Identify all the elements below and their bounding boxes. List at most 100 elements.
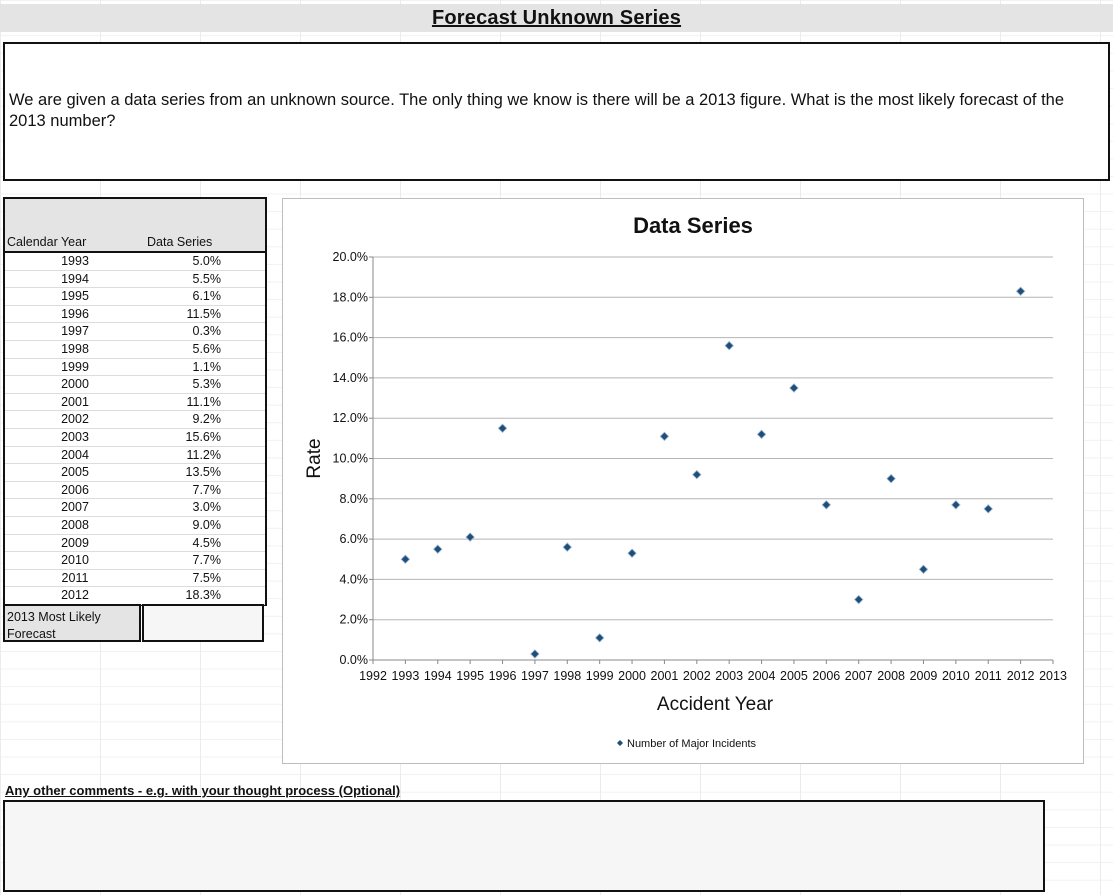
row-value: 11.1% [186, 394, 221, 409]
y-tick-label: 0.0% [340, 653, 369, 667]
row-year: 2012 [61, 588, 89, 603]
table-row[interactable]: 2006 7.7% [5, 482, 265, 500]
row-value: 3.0% [192, 500, 222, 515]
row-year: 2008 [61, 517, 89, 532]
data-point [465, 532, 475, 542]
table-row[interactable]: 2011 7.5% [5, 570, 265, 588]
header-data-series: Data Series [147, 235, 213, 249]
table-row[interactable]: 1998 5.6% [5, 341, 265, 359]
table-row[interactable]: 2007 3.0% [5, 499, 265, 517]
data-point [594, 633, 605, 643]
row-year: 1998 [61, 341, 89, 356]
table-row[interactable]: 1997 0.3% [5, 323, 265, 341]
table-row[interactable]: 2012 18.3% [5, 587, 265, 605]
data-point [432, 544, 443, 554]
question-box: We are given a data series from an unkno… [3, 42, 1110, 181]
row-value: 13.5% [185, 465, 221, 480]
y-tick-label: 4.0% [340, 572, 369, 586]
row-value: 7.5% [192, 570, 222, 585]
data-point [853, 594, 864, 605]
y-tick-label: 20.0% [333, 250, 368, 264]
chart-title: Data Series [633, 213, 753, 238]
x-tick-label: 2005 [780, 669, 808, 683]
x-tick-label: 2013 [1039, 669, 1067, 683]
row-year: 1994 [61, 271, 89, 286]
x-tick-label: 2009 [910, 669, 938, 683]
table-row[interactable]: 1996 11.5% [5, 306, 265, 324]
row-year: 2010 [61, 553, 89, 568]
row-year: 1995 [61, 289, 89, 304]
y-tick-label: 14.0% [333, 371, 368, 385]
row-value: 5.6% [192, 341, 222, 356]
table-row[interactable]: 2005 13.5% [5, 464, 265, 482]
row-value: 6.1% [192, 289, 222, 304]
forecast-input-cell[interactable] [142, 604, 264, 642]
row-value: 18.3% [185, 588, 221, 603]
data-point [400, 554, 411, 565]
data-point [983, 504, 994, 514]
row-year: 1997 [61, 324, 89, 339]
x-tick-label: 1993 [391, 669, 419, 683]
comments-label: Any other comments - e.g. with your thou… [5, 783, 401, 798]
x-tick-label: 1999 [586, 669, 614, 683]
y-tick-label: 6.0% [340, 532, 369, 546]
x-tick-label: 2011 [975, 669, 1002, 683]
question-text: We are given a data series from an unkno… [9, 91, 1065, 130]
x-tick-label: 1995 [456, 669, 484, 683]
legend-marker [617, 740, 623, 746]
row-value: 7.7% [192, 553, 222, 568]
table-row[interactable]: 2001 11.1% [5, 394, 265, 412]
row-value: 9.2% [192, 412, 222, 427]
chart-frame[interactable]: Data Series 0.0% 2.0% 4.0% 6.0% 8.0% 10.0% 12.0… [282, 198, 1084, 764]
row-value: 9.0% [192, 517, 222, 532]
row-year: 1993 [61, 254, 89, 268]
y-tick-label: 2.0% [340, 613, 369, 627]
x-tick-label: 1996 [489, 669, 517, 683]
row-value: 15.6% [185, 429, 221, 444]
table-row[interactable]: 2003 15.6% [5, 429, 265, 447]
row-value: 5.3% [192, 377, 222, 392]
table-row[interactable]: 2008 9.0% [5, 517, 265, 535]
table-row[interactable]: 2002 9.2% [5, 411, 265, 429]
x-tick-label: 1997 [521, 669, 549, 683]
table-row[interactable]: 1994 5.5% [5, 271, 265, 289]
x-tick-label: 2002 [683, 669, 711, 683]
x-tick-label: 2003 [715, 669, 743, 683]
title-bar: Forecast Unknown Series [0, 4, 1113, 32]
row-value: 5.0% [192, 254, 222, 268]
data-table: Calendar Year Data Series 1993 5.0% 1994 5.… [3, 197, 267, 606]
x-tick-label: 2012 [1007, 669, 1035, 683]
x-tick-label: 1992 [359, 669, 387, 683]
x-tick-label: 1994 [424, 669, 452, 683]
data-point [497, 423, 508, 434]
data-point [951, 500, 961, 510]
data-point [1015, 286, 1026, 297]
table-row[interactable]: 2010 7.7% [5, 552, 265, 570]
row-year: 2001 [61, 394, 89, 409]
row-year: 2011 [61, 570, 89, 585]
table-row[interactable]: 2004 11.2% [5, 447, 265, 465]
data-point [918, 564, 929, 575]
x-tick-label: 2010 [942, 669, 970, 683]
y-tick-label: 8.0% [340, 492, 369, 506]
x-tick-label: 2007 [845, 669, 873, 683]
row-year: 1999 [61, 359, 89, 374]
table-row[interactable]: 1995 6.1% [5, 288, 265, 306]
x-tick-label: 2001 [651, 669, 679, 683]
row-year: 2002 [61, 412, 89, 427]
row-year: 1996 [61, 306, 89, 321]
comments-input[interactable] [3, 800, 1045, 892]
table-row[interactable]: 2009 4.5% [5, 535, 265, 553]
y-tick-label: 18.0% [333, 290, 368, 304]
table-row[interactable]: 2000 5.3% [5, 376, 265, 394]
data-point [659, 431, 670, 442]
x-axis-label: Accident Year [657, 694, 774, 715]
x-tick-label: 2000 [618, 669, 646, 683]
row-year: 2004 [61, 447, 89, 462]
scatter-chart: Data Series 0.0% 2.0% 4.0% 6.0% 8.0% 10.0% 12.0… [304, 213, 1067, 750]
table-row[interactable]: 1993 5.0% [5, 253, 265, 271]
row-value: 0.3% [192, 324, 222, 339]
row-year: 2007 [61, 500, 89, 515]
row-year: 2005 [61, 465, 89, 480]
table-row[interactable]: 1999 1.1% [5, 359, 265, 377]
